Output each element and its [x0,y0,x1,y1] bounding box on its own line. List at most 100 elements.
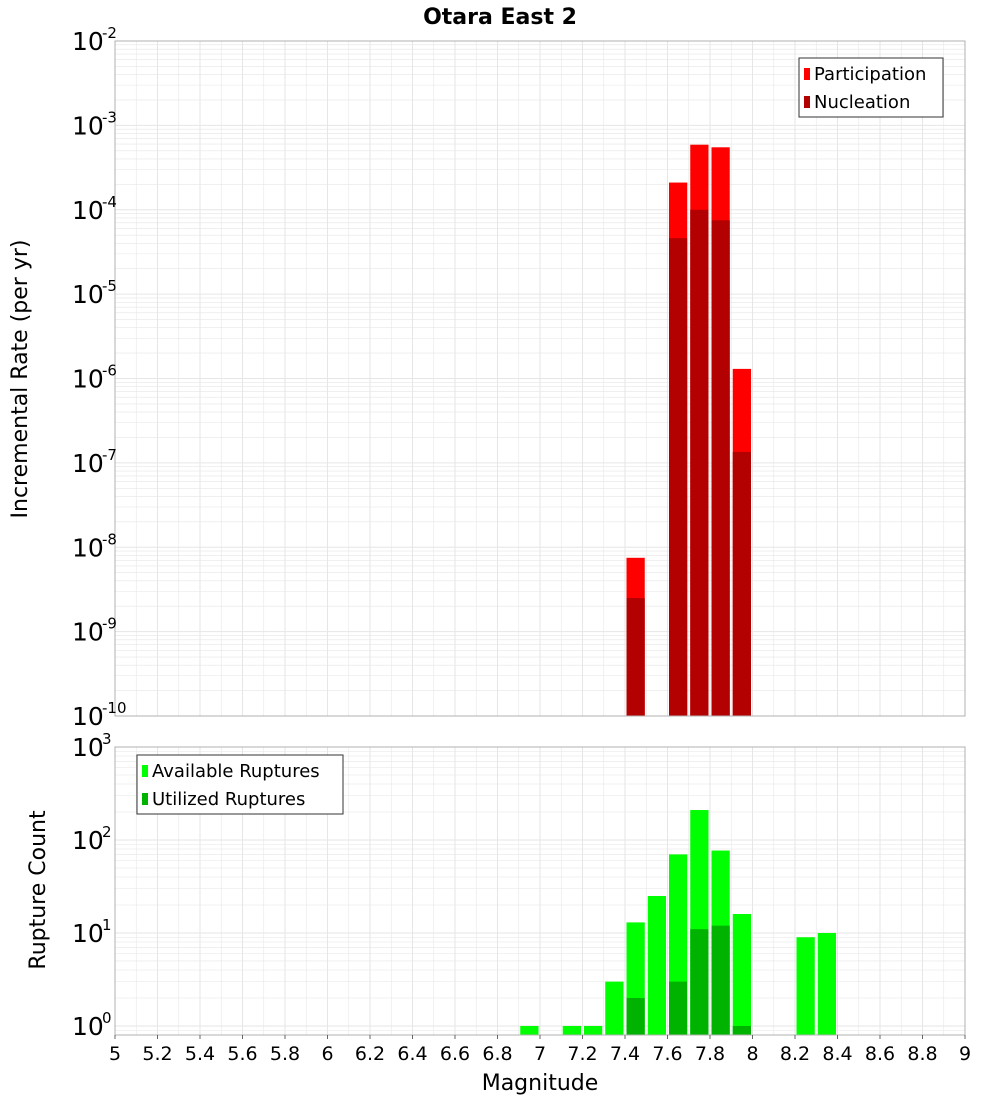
x-tick-label: 6.8 [482,1043,512,1065]
y-tick-exponent: -3 [102,108,117,126]
x-tick-label: 7.2 [567,1043,597,1065]
bar [626,997,645,1035]
rate-y-axis-label: Incremental Rate (per yr) [8,240,33,519]
y-tick-base: 10 [72,533,104,562]
y-tick-exponent: 1 [102,916,112,934]
bar [690,209,709,716]
bar [605,981,624,1035]
bar [732,451,751,716]
y-tick-base: 10 [72,826,104,855]
count-bars [520,810,836,1035]
x-tick-label: 5.2 [142,1043,172,1065]
x-tick-label: 6 [321,1043,333,1065]
legend-label: Participation [814,64,926,85]
x-tick-label: 8.2 [780,1043,810,1065]
bar [669,981,688,1035]
x-tick-label: 5.4 [185,1043,215,1065]
rate-panel: 10-1010-910-810-710-610-510-410-310-2Par… [72,24,966,731]
y-tick-base: 10 [72,365,104,394]
x-tick-label: 7.8 [695,1043,725,1065]
x-tick-label: 6.6 [440,1043,470,1065]
y-tick-label: 101 [72,916,112,948]
x-tick-label: 6.2 [355,1043,385,1065]
y-tick-exponent: -7 [102,446,117,464]
y-tick-base: 10 [72,733,104,762]
x-axis-label: Magnitude [482,1071,599,1096]
y-tick-label: 10-10 [72,699,127,731]
y-tick-label: 102 [72,823,112,855]
legend-label: Available Ruptures [152,761,320,782]
x-tick-label: 5.6 [227,1043,257,1065]
bar [711,220,730,717]
y-tick-base: 10 [72,1012,104,1041]
y-tick-label: 10-7 [72,446,117,478]
x-tick-label: 7 [534,1043,546,1065]
y-tick-base: 10 [72,196,104,225]
bar [562,1025,581,1035]
x-tick-label: 8.4 [822,1043,852,1065]
rate-bars [626,144,751,717]
series-nucleation [626,209,751,717]
bar [669,238,688,716]
legend-swatch [142,793,148,805]
series-utilized-ruptures [626,925,751,1035]
bar [732,914,751,1035]
legend-label: Utilized Ruptures [152,789,305,810]
bar [732,1025,751,1035]
x-tick-label: 9 [959,1043,971,1065]
legend-box [136,754,344,815]
y-tick-exponent: -2 [102,24,117,42]
y-tick-label: 10-9 [72,615,117,647]
y-tick-exponent: -8 [102,530,117,548]
y-tick-exponent: -9 [102,615,117,633]
y-tick-base: 10 [72,618,104,647]
y-tick-exponent: -4 [102,193,117,211]
y-tick-exponent: 3 [102,730,112,748]
y-tick-base: 10 [72,449,104,478]
bar [711,925,730,1035]
y-tick-exponent: -5 [102,277,117,295]
bar [796,937,815,1035]
x-tick-label: 5.8 [270,1043,300,1065]
y-tick-exponent: 0 [102,1009,112,1027]
x-tick-label: 8 [746,1043,758,1065]
y-tick-label: 103 [72,730,112,762]
legend-box [798,57,944,118]
bar [626,598,645,716]
x-tick-label: 6.4 [397,1043,427,1065]
x-ticks: 5 5.2 5.4 5.6 5.8 6 6.2 6.4 6.6 6.8 7 7.2 7.4 7.6 7.8 8… [109,1035,971,1065]
y-tick-label: 10-4 [72,193,117,225]
legend-swatch [142,765,148,777]
y-tick-label: 10-3 [72,108,117,140]
chart-title: Otara East 2 [423,5,577,30]
x-tick-label: 8.6 [865,1043,895,1065]
rate-frame [114,40,966,717]
legend-swatch [804,96,810,108]
y-tick-base: 10 [72,280,104,309]
x-tick-label: 5 [109,1043,121,1065]
bar [520,1025,539,1035]
y-tick-label: 10-2 [72,24,117,56]
bar [690,929,709,1035]
x-tick-label: 7.6 [652,1043,682,1065]
count-legend: Available Ruptures Utilized Ruptures [136,754,344,815]
rate-grid [114,40,966,717]
y-tick-base: 10 [72,27,104,56]
y-tick-exponent: -6 [102,362,117,380]
legend-swatch [804,68,810,80]
bar [817,932,836,1035]
x-tick-label: 8.8 [907,1043,937,1065]
rate-legend: Participation Nucleation [798,57,944,118]
y-tick-base: 10 [72,702,104,731]
bar [584,1025,603,1035]
legend-label: Nucleation [814,92,910,113]
y-tick-exponent: 2 [102,823,112,841]
bar [647,895,666,1035]
y-tick-label: 100 [72,1009,112,1041]
y-tick-base: 10 [72,919,104,948]
